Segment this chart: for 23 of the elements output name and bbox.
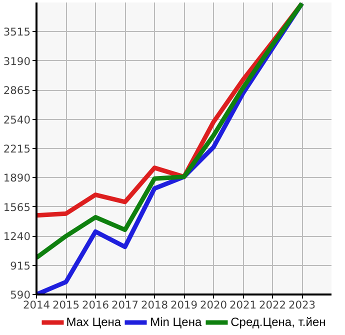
x-tick-label: 2018: [140, 298, 168, 312]
x-tick-label: 2015: [52, 298, 80, 312]
x-tick-label: 2023: [288, 298, 316, 312]
x-tick-label: 2014: [22, 298, 50, 312]
y-tick-label: 915: [10, 259, 31, 272]
legend-label: Min Цена: [150, 315, 202, 329]
legend-label: Max Цена: [66, 315, 122, 329]
y-tick-label: 2540: [3, 113, 31, 126]
x-tick-label: 2019: [170, 298, 198, 312]
y-tick-label: 590: [10, 288, 31, 302]
y-tick-label: 3515: [3, 26, 31, 39]
y-tick-label: 2215: [3, 142, 31, 156]
y-tick-label: 3190: [3, 54, 31, 68]
x-tick-label: 2021: [229, 298, 257, 312]
x-tick-label: 2017: [111, 298, 139, 312]
y-tick-label: 2865: [3, 84, 31, 98]
y-tick-label: 1565: [3, 200, 31, 214]
y-tick-label: 1890: [3, 172, 31, 185]
x-tick-label: 2020: [200, 298, 228, 312]
x-tick-label: 2022: [258, 298, 286, 312]
legend-label: Сред.Цена, т.йен: [230, 315, 326, 329]
y-tick-label: 1240: [3, 230, 31, 244]
x-tick-label: 2016: [82, 298, 110, 312]
